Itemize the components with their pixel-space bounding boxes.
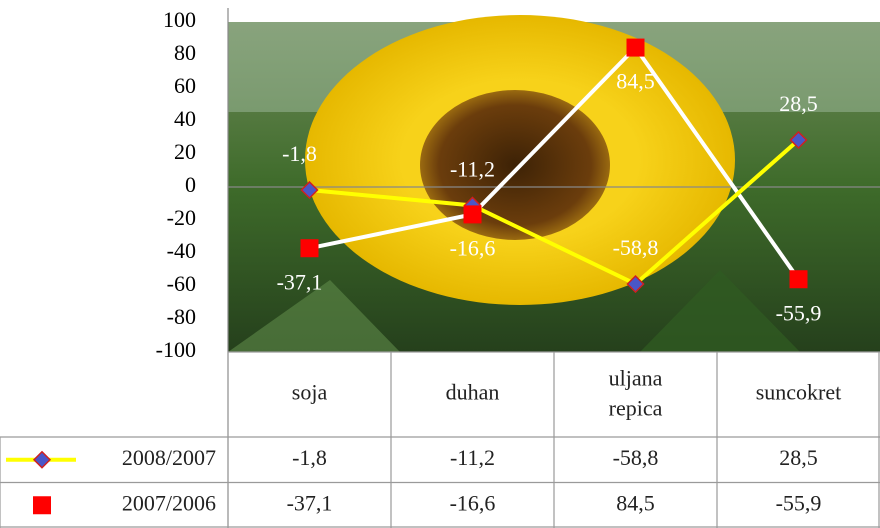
data-label: -1,8 (282, 141, 317, 166)
y-tick-label: -60 (167, 271, 196, 296)
table-value: -55,9 (776, 490, 822, 515)
series-line (309, 138, 800, 287)
data-point (626, 38, 645, 57)
table-value: 84,5 (616, 490, 655, 515)
data-label: -37,1 (277, 269, 323, 294)
y-tick-label: 100 (163, 7, 196, 32)
legend-label: 2007/2006 (122, 490, 216, 515)
table-value: -37,1 (287, 490, 333, 515)
y-tick-label: -20 (167, 205, 196, 230)
y-tick-label: -80 (167, 304, 196, 329)
legend-label: 2008/2007 (122, 445, 216, 470)
data-point (463, 205, 482, 224)
y-tick-label: 20 (174, 139, 196, 164)
table-value: 28,5 (779, 445, 818, 470)
data-label: -16,6 (450, 235, 496, 260)
data-label: 84,5 (616, 69, 655, 94)
x-tick-label: uljana repica (609, 366, 663, 421)
data-point (789, 270, 808, 289)
data-label: 28,5 (779, 91, 818, 116)
data-label: -58,8 (613, 235, 659, 260)
series-line (309, 44, 801, 281)
legend-marker (32, 450, 52, 469)
y-tick-label: 0 (185, 172, 196, 197)
data-point (300, 239, 319, 258)
data-label: -11,2 (450, 157, 495, 182)
y-tick-label: -100 (156, 337, 196, 362)
table-value: -11,2 (450, 445, 495, 470)
table-value: -1,8 (292, 445, 327, 470)
legend-marker (33, 496, 51, 515)
y-tick-label: 60 (174, 73, 196, 98)
data-point (789, 130, 808, 150)
data-point (300, 180, 319, 200)
table-value: -16,6 (450, 490, 496, 515)
y-tick-label: -40 (167, 238, 196, 263)
x-tick-label: soja (292, 380, 328, 405)
y-tick-label: 80 (174, 40, 196, 65)
x-tick-label: suncokret (756, 380, 842, 405)
data-point (626, 274, 645, 294)
x-tick-label: duhan (446, 380, 500, 405)
table-value: -58,8 (613, 445, 659, 470)
data-label: -55,9 (776, 300, 822, 325)
y-tick-label: 40 (174, 106, 196, 131)
